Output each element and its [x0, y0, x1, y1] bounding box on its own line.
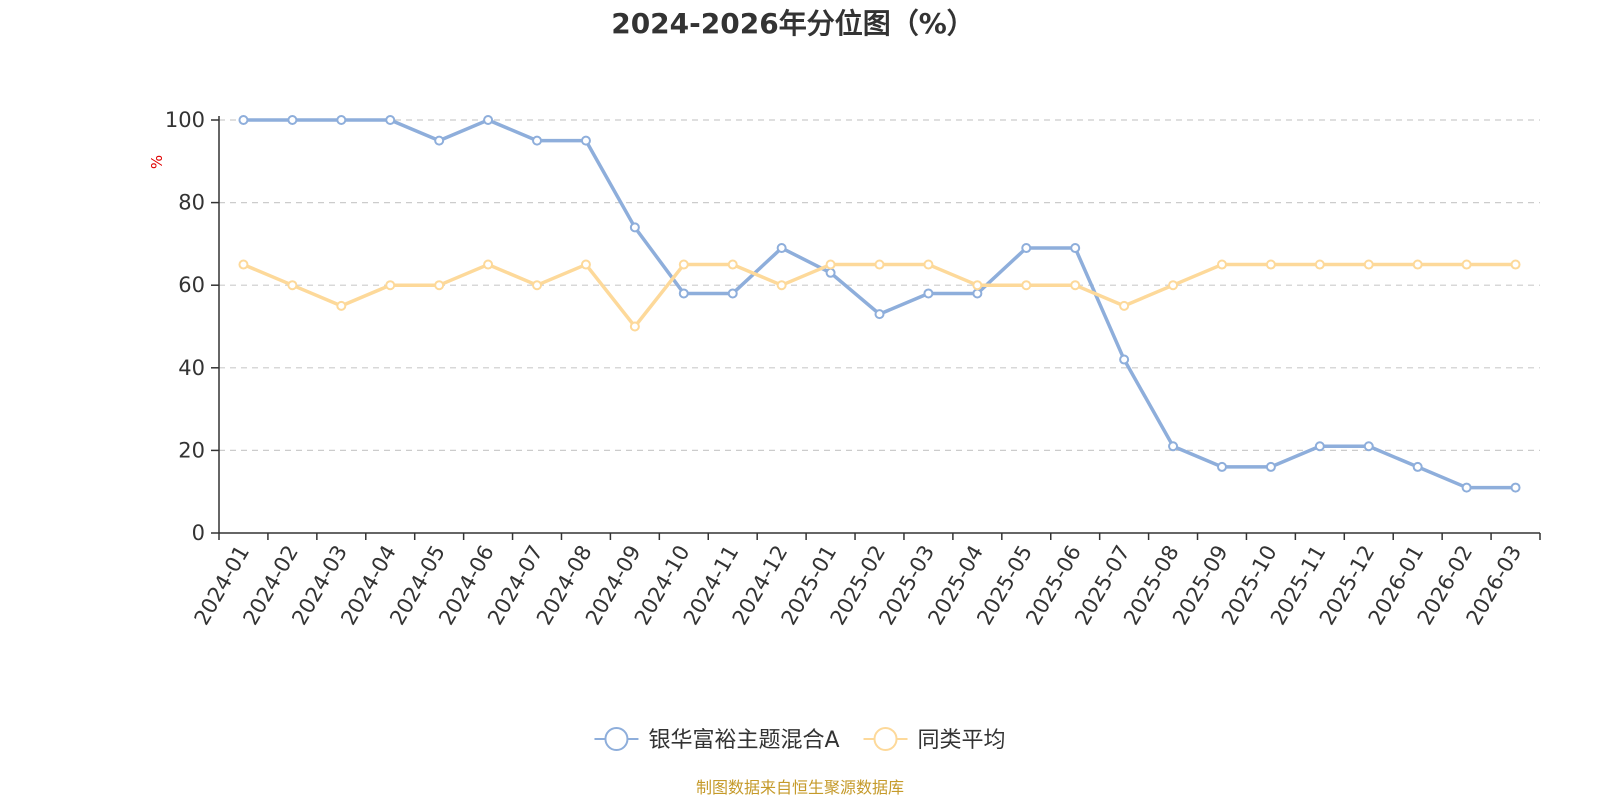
data-point[interactable] [1363, 259, 1374, 270]
data-point[interactable] [678, 288, 689, 299]
data-point[interactable] [1216, 259, 1227, 270]
y-tick-label: 20 [178, 438, 205, 462]
series-line [243, 118, 1516, 490]
series-1 [238, 115, 1521, 493]
y-tick-label: 100 [165, 108, 205, 132]
legend-label: 同类平均 [918, 728, 1006, 753]
data-point[interactable] [874, 309, 885, 320]
data-point[interactable] [1070, 280, 1081, 291]
data-point[interactable] [972, 288, 983, 299]
y-tick-label: 0 [192, 521, 205, 545]
data-point[interactable] [923, 288, 934, 299]
data-point[interactable] [287, 280, 298, 291]
data-point[interactable] [1510, 482, 1521, 493]
data-point[interactable] [727, 259, 738, 270]
data-point[interactable] [1412, 461, 1423, 472]
legend-item-2[interactable]: 同类平均 [863, 727, 1006, 753]
data-point[interactable] [1461, 482, 1472, 493]
data-point[interactable] [727, 288, 738, 299]
data-point[interactable] [1265, 259, 1276, 270]
legend-circle-icon [604, 727, 629, 751]
data-point[interactable] [1168, 441, 1179, 452]
series-layer [238, 115, 1521, 493]
data-point[interactable] [1021, 280, 1032, 291]
data-point[interactable] [532, 135, 543, 146]
data-point[interactable] [483, 115, 494, 125]
data-point[interactable] [238, 115, 249, 125]
y-tick-label: 40 [178, 356, 205, 380]
data-point[interactable] [385, 115, 396, 125]
data-point[interactable] [238, 259, 249, 270]
data-point[interactable] [1119, 354, 1130, 365]
data-point[interactable] [532, 280, 543, 291]
data-point[interactable] [678, 259, 689, 270]
legend[interactable]: 银华富裕主题混合A 同类平均 [594, 727, 1006, 753]
data-point[interactable] [1021, 243, 1032, 254]
data-point[interactable] [580, 259, 591, 270]
data-point[interactable] [434, 280, 445, 291]
data-point[interactable] [1070, 243, 1081, 254]
data-point[interactable] [287, 115, 298, 125]
data-point[interactable] [434, 135, 445, 146]
chart-title: 2024-2026年分位图（%） [611, 7, 975, 40]
data-point[interactable] [336, 300, 347, 311]
data-point[interactable] [1216, 461, 1227, 472]
data-point[interactable] [825, 267, 836, 278]
data-point[interactable] [1119, 300, 1130, 311]
data-point[interactable] [1168, 280, 1179, 291]
data-point[interactable] [336, 115, 347, 125]
data-point[interactable] [923, 259, 934, 270]
y-tick-label: 60 [178, 273, 205, 297]
y-axis-label: % [148, 155, 166, 169]
data-point[interactable] [972, 280, 983, 291]
data-point[interactable] [825, 259, 836, 270]
data-point[interactable] [629, 321, 640, 332]
series-2 [238, 259, 1521, 332]
data-point[interactable] [776, 243, 787, 254]
data-point[interactable] [1314, 259, 1325, 270]
legend-item-1[interactable]: 银华富裕主题混合A [594, 727, 840, 753]
data-point[interactable] [1265, 461, 1276, 472]
data-point[interactable] [1461, 259, 1472, 270]
data-point[interactable] [629, 222, 640, 233]
data-point[interactable] [1510, 259, 1521, 270]
data-point[interactable] [874, 259, 885, 270]
data-point[interactable] [1412, 259, 1423, 270]
data-point[interactable] [1363, 441, 1374, 452]
data-point[interactable] [1314, 441, 1325, 452]
y-tick-label: 80 [178, 191, 205, 215]
data-point[interactable] [580, 135, 591, 146]
legend-circle-icon [873, 727, 898, 751]
data-point[interactable] [776, 280, 787, 291]
axes: 0204060801002024-012024-022024-032024-04… [165, 108, 1541, 629]
data-point[interactable] [385, 280, 396, 291]
source-note: 制图数据来自恒生聚源数据库 [696, 778, 904, 797]
data-point[interactable] [483, 259, 494, 270]
legend-label: 银华富裕主题混合A [648, 728, 839, 753]
